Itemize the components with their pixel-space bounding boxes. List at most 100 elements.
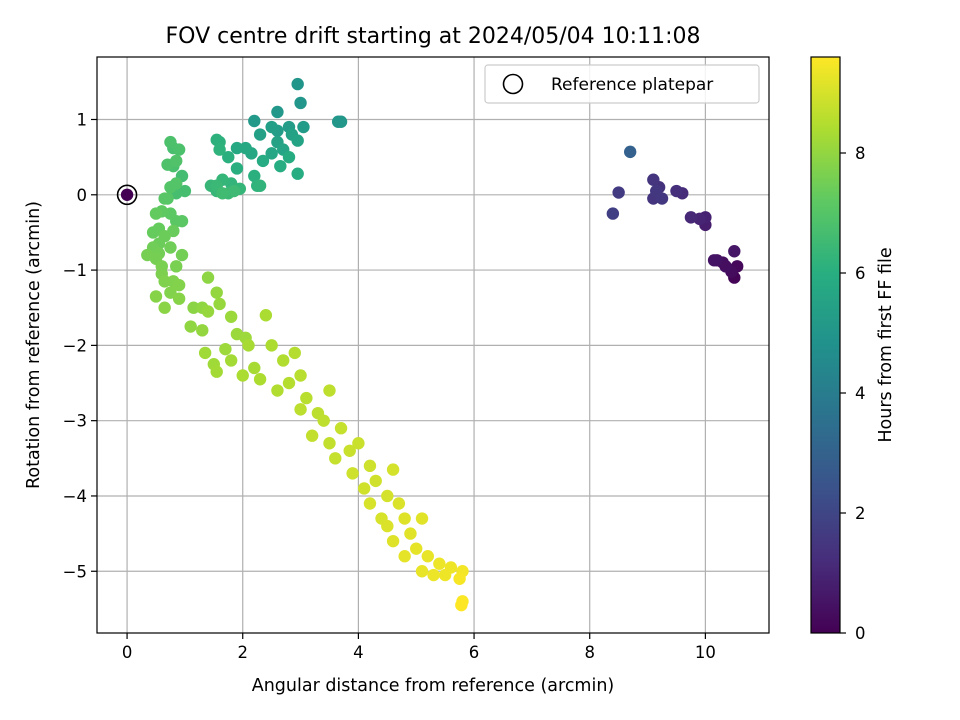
scatter-point (248, 114, 261, 128)
scatter-point (438, 568, 452, 582)
scatter-point (323, 437, 336, 450)
x-axis-ticks: 0 2 4 6 8 10 (122, 633, 716, 662)
scatter-point (239, 141, 252, 155)
scatter-point (172, 292, 186, 305)
scatter-point (386, 463, 400, 476)
scatter-point (259, 309, 273, 322)
scatter-point (170, 177, 183, 190)
scatter-point (253, 373, 267, 386)
scatter-point (274, 159, 287, 173)
scatter-point (334, 115, 348, 128)
scatter-point (158, 275, 171, 288)
scatter-point (149, 290, 163, 303)
y-tick-label: −1 (63, 261, 87, 280)
scatter-point (455, 598, 468, 612)
x-tick-label: 0 (122, 643, 133, 662)
scatter-point (253, 128, 267, 141)
scatter-point (398, 512, 411, 525)
scatter-point (158, 192, 171, 205)
scatter-point (164, 241, 177, 254)
scatter-point (415, 512, 429, 525)
x-axis-label: Angular distance from reference (arcmin) (252, 676, 615, 696)
x-tick-label: 10 (695, 643, 716, 662)
scatter-point (670, 184, 683, 198)
legend-entry-label: Reference platepar (551, 75, 713, 95)
scatter-point (398, 550, 411, 563)
scatter-point (334, 422, 348, 435)
scatter-point (707, 254, 721, 267)
scatter-point (363, 497, 377, 510)
scatter-point (421, 550, 434, 563)
scatter-point (210, 365, 223, 378)
x-tick-label: 2 (237, 643, 248, 662)
scatter-point (650, 184, 663, 198)
y-tick-label: −5 (63, 562, 87, 581)
colorbar-ticks: 0 2 4 6 8 (840, 144, 866, 643)
scatter-point (282, 376, 296, 390)
legend: Reference platepar (484, 64, 760, 104)
scatter-point (294, 403, 307, 416)
scatter-point (253, 179, 267, 192)
scatter-point (196, 324, 209, 337)
y-tick-label: −2 (63, 336, 87, 355)
scatter-point (222, 150, 235, 164)
chart-title: FOV centre drift starting at 2024/05/04 … (166, 24, 701, 49)
scatter-point (381, 519, 394, 533)
scatter-point (282, 150, 296, 164)
scatter-point (305, 429, 319, 442)
y-tick-label: 1 (77, 110, 88, 129)
colorbar-tick-label: 0 (855, 624, 866, 643)
scatter-point (224, 354, 238, 367)
scatter-point (265, 120, 278, 134)
scatter-point (210, 286, 223, 299)
scatter-point (294, 96, 307, 110)
grid (97, 57, 769, 633)
y-axis-ticks: 1 0 −1 −2 −3 −4 −5 (63, 110, 97, 581)
y-axis-label: Rotation from reference (arcmin) (24, 201, 44, 489)
scatter-point (317, 414, 330, 427)
x-tick-label: 4 (353, 643, 364, 662)
scatter-point (164, 135, 177, 149)
scatter-point (291, 167, 304, 180)
scatter-point (684, 211, 698, 224)
scatter-point (277, 354, 290, 367)
colorbar-tick-label: 2 (855, 504, 866, 523)
reference-ring-icon (116, 184, 138, 206)
scatter-point (271, 384, 284, 397)
scatter-point (346, 467, 359, 480)
scatter-point (248, 169, 261, 183)
scatter-point (175, 214, 189, 228)
y-tick-label: −3 (63, 412, 87, 431)
colorbar-tick-label: 4 (855, 384, 866, 403)
colorbar: 0 2 4 6 8 Hours from first FF file (810, 56, 896, 643)
scatter-point (612, 186, 625, 199)
scatter-point (357, 482, 371, 495)
scatter-point (224, 310, 238, 323)
reference-marker (116, 184, 138, 206)
scatter-point (172, 278, 186, 292)
scatter-point (386, 534, 400, 548)
scatter-point (352, 437, 365, 450)
scatter-point (271, 105, 284, 119)
x-tick-label: 6 (469, 643, 480, 662)
scatter-point (329, 452, 342, 465)
scatter-point (146, 226, 160, 239)
scatter-point (213, 297, 226, 311)
scatter-point (381, 489, 394, 503)
colorbar-tick-label: 8 (855, 144, 866, 163)
scatter-point (404, 527, 417, 540)
scatter-point (213, 143, 226, 156)
scatter-point (728, 245, 741, 258)
scatter-point (158, 301, 171, 314)
reference-point (120, 188, 134, 201)
scatter-point (392, 497, 406, 510)
scatter-points (141, 77, 744, 612)
scatter-point (170, 260, 183, 273)
scatter-point (291, 134, 304, 147)
scatter-point (201, 305, 215, 318)
scatter-point (198, 346, 212, 360)
scatter-point (236, 369, 249, 382)
scatter-point (288, 346, 301, 360)
scatter-point (230, 141, 244, 155)
